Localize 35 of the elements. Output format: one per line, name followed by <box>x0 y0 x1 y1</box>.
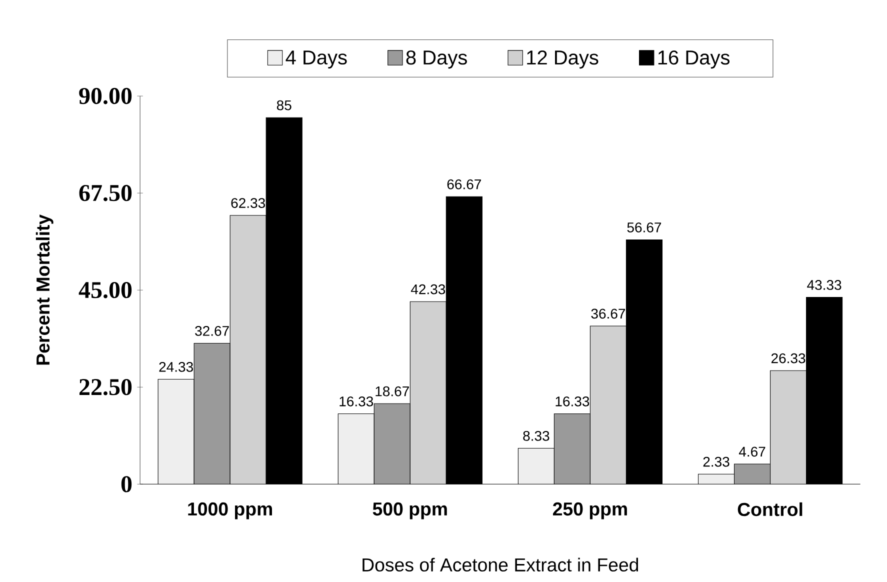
y-tick-label: 90.00 <box>79 88 132 104</box>
data-label: 24.33 <box>159 362 193 372</box>
x-tick-label: 1000 ppm <box>188 502 272 520</box>
y-axis-title: Percent Mortality <box>36 214 54 365</box>
x-tick-label: Control <box>738 502 802 516</box>
data-label: 42.33 <box>410 284 446 294</box>
bar <box>518 448 554 484</box>
y-tick-label: 22.50 <box>79 379 132 396</box>
data-label: 26.33 <box>771 354 806 364</box>
legend-label: 12 Days <box>527 50 598 69</box>
bar <box>158 379 194 484</box>
y-tick-label: 0 <box>121 476 132 492</box>
x-tick-label: 500 ppm <box>372 502 447 520</box>
data-label: 4.67 <box>738 446 766 457</box>
data-label: 8.33 <box>523 431 550 442</box>
data-label: 16.33 <box>340 396 374 407</box>
data-label: 43.33 <box>807 280 842 290</box>
y-tick-label: 67.50 <box>79 185 132 202</box>
data-label: 85 <box>276 100 292 110</box>
legend-label: 8 Days <box>406 50 467 69</box>
data-label: 18.67 <box>376 386 409 397</box>
x-axis-title: Doses of Acetone Extract in Feed <box>362 558 638 572</box>
bar <box>698 474 735 484</box>
data-label: 56.67 <box>627 222 662 233</box>
data-label: 36.67 <box>591 308 626 319</box>
legend-label: 4 Days <box>286 50 347 69</box>
x-tick-label: 250 ppm <box>552 502 627 520</box>
y-tick-label: 45.00 <box>78 282 132 298</box>
bar <box>338 414 374 484</box>
data-label: 62.33 <box>231 198 266 208</box>
data-label: 32.67 <box>195 326 229 336</box>
data-label: 16.33 <box>556 396 590 407</box>
legend-label: 16 Days <box>658 50 730 69</box>
data-label: 2.33 <box>703 457 730 467</box>
data-label: 66.67 <box>447 180 481 190</box>
